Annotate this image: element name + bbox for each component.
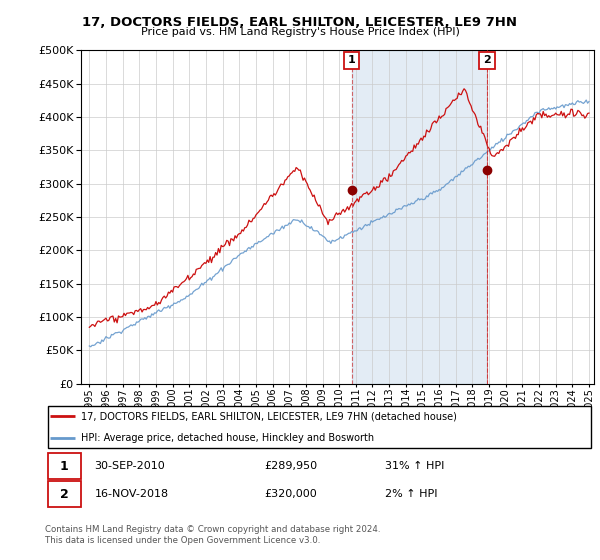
Text: 2: 2 — [483, 55, 491, 66]
Bar — [352, 50, 487, 384]
Text: 30-SEP-2010: 30-SEP-2010 — [94, 461, 165, 471]
Text: Contains HM Land Registry data © Crown copyright and database right 2024.
This d: Contains HM Land Registry data © Crown c… — [45, 525, 380, 545]
FancyBboxPatch shape — [48, 453, 80, 479]
FancyBboxPatch shape — [48, 482, 80, 507]
Text: 2: 2 — [60, 488, 68, 501]
Text: Price paid vs. HM Land Registry's House Price Index (HPI): Price paid vs. HM Land Registry's House … — [140, 27, 460, 37]
Text: £320,000: £320,000 — [265, 489, 317, 500]
Text: 1: 1 — [60, 460, 68, 473]
Text: 16-NOV-2018: 16-NOV-2018 — [94, 489, 169, 500]
Text: £289,950: £289,950 — [265, 461, 318, 471]
Text: 2% ↑ HPI: 2% ↑ HPI — [385, 489, 438, 500]
Text: 1: 1 — [348, 55, 356, 66]
Text: HPI: Average price, detached house, Hinckley and Bosworth: HPI: Average price, detached house, Hinc… — [80, 433, 374, 443]
Text: 17, DOCTORS FIELDS, EARL SHILTON, LEICESTER, LE9 7HN: 17, DOCTORS FIELDS, EARL SHILTON, LEICES… — [83, 16, 517, 29]
Text: 31% ↑ HPI: 31% ↑ HPI — [385, 461, 445, 471]
FancyBboxPatch shape — [48, 405, 591, 449]
Text: 17, DOCTORS FIELDS, EARL SHILTON, LEICESTER, LE9 7HN (detached house): 17, DOCTORS FIELDS, EARL SHILTON, LEICES… — [80, 411, 457, 421]
